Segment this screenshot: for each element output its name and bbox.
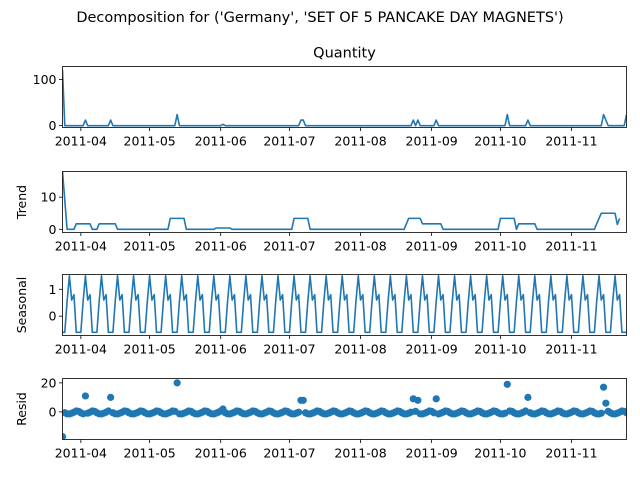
x-tick-label: 2011-06 (195, 134, 247, 149)
y-axis-label: Seasonal (14, 277, 29, 334)
x-tick-label: 2011-08 (334, 134, 386, 149)
panel-observed: 0 100 2011-04 2011-05 2011-06 2011-07 2011-08 2… (33, 46, 627, 149)
x-tick-label: 2011-10 (474, 446, 526, 461)
resid-point (503, 380, 511, 388)
panel-data (62, 379, 627, 440)
y-tick-label: 1 (49, 282, 57, 297)
x-tick-label: 2011-04 (55, 134, 107, 149)
resid-point (173, 379, 181, 387)
panel-resid: 0 20 2011-04 2011-05 2011-06 2011-07 2011-08 20… (14, 375, 627, 461)
seasonal-series-line (62, 275, 627, 334)
y-axis-label: Resid (14, 392, 29, 426)
x-tick-label: 2011-05 (124, 342, 176, 357)
x-tick-label: 2011-10 (474, 134, 526, 149)
x-tick-label: 2011-09 (406, 446, 458, 461)
x-tick-label: 2011-08 (334, 342, 386, 357)
x-tick-label: 2011-08 (334, 239, 386, 254)
x-tick-label: 2011-06 (195, 342, 247, 357)
observed-series-line (62, 70, 627, 127)
x-tick-label: 2011-04 (55, 239, 107, 254)
x-tick-label: 2011-09 (406, 239, 458, 254)
resid-point (107, 393, 115, 401)
resid-point (295, 408, 303, 416)
x-tick-label: 2011-10 (474, 342, 526, 357)
resid-point (622, 409, 627, 417)
panel-data (62, 70, 627, 127)
x-tick-label: 2011-11 (545, 342, 597, 357)
resid-point (597, 409, 605, 417)
y-tick-label: 10 (41, 190, 57, 205)
resid-point (414, 396, 422, 404)
panel-title: Quantity (313, 46, 376, 62)
x-tick-label: 2011-06 (195, 239, 247, 254)
y-tick-label: 0 (49, 222, 57, 237)
panel-frame (62, 171, 627, 233)
panel-frame (62, 66, 627, 128)
x-tick-label: 2011-08 (334, 446, 386, 461)
x-tick-label: 2011-05 (124, 446, 176, 461)
resid-point (602, 399, 610, 407)
panel-trend: 0 10 2011-04 2011-05 2011-06 2011-07 2011-08 20… (14, 171, 627, 254)
y-tick-label: 0 (49, 404, 57, 419)
resid-point (62, 433, 67, 440)
x-tick-label: 2011-07 (263, 134, 315, 149)
x-tick-label: 2011-07 (263, 239, 315, 254)
x-tick-label: 2011-11 (545, 446, 597, 461)
y-tick-label: 100 (33, 72, 57, 87)
panel-frame (62, 378, 627, 440)
x-tick-label: 2011-04 (55, 446, 107, 461)
panel-data (62, 275, 627, 334)
trend-series-line (62, 171, 621, 231)
figure-title: Decomposition for ('Germany', 'SET OF 5 … (76, 10, 563, 26)
resid-point (599, 383, 608, 391)
y-tick-label: 0 (49, 309, 57, 324)
panel-seasonal: 0 1 2011-04 2011-05 2011-06 2011-07 2011-08 201… (14, 274, 627, 357)
x-tick-label: 2011-10 (474, 239, 526, 254)
y-tick-label: 20 (41, 375, 57, 390)
x-tick-label: 2011-06 (195, 446, 247, 461)
x-tick-label: 2011-07 (263, 342, 315, 357)
x-tick-label: 2011-11 (545, 239, 597, 254)
resid-point (524, 393, 532, 401)
x-tick-label: 2011-05 (124, 134, 176, 149)
x-tick-label: 2011-05 (124, 239, 176, 254)
x-tick-label: 2011-11 (545, 134, 597, 149)
y-tick-label: 0 (49, 118, 57, 133)
x-tick-label: 2011-09 (406, 134, 458, 149)
resid-point (432, 395, 440, 403)
panel-frame (62, 274, 627, 336)
resid-point (299, 396, 307, 404)
y-axis-label: Trend (14, 185, 29, 220)
resid-point (81, 392, 90, 400)
x-tick-label: 2011-07 (263, 446, 315, 461)
panel-data (62, 171, 621, 231)
x-tick-label: 2011-04 (55, 342, 107, 357)
x-tick-label: 2011-09 (406, 342, 458, 357)
